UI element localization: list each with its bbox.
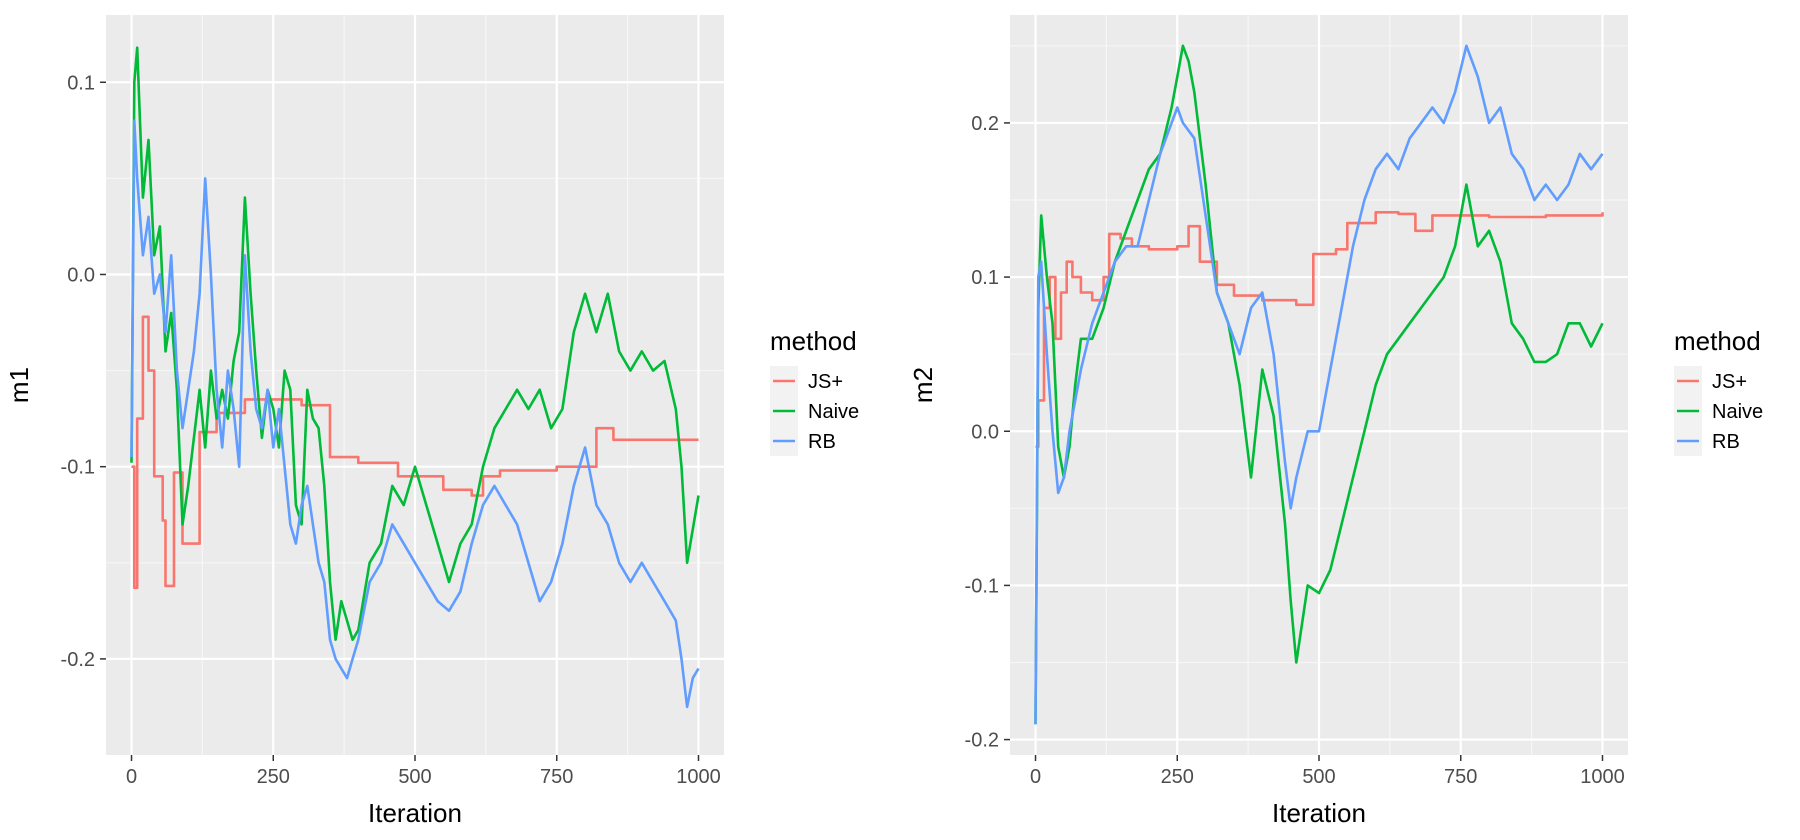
x-tick-label: 0 — [126, 766, 137, 788]
legend-title: method — [1674, 326, 1761, 356]
y-tick-label: 0.1 — [971, 267, 999, 289]
legend-label: JS+ — [1712, 371, 1747, 393]
x-tick-label: 250 — [257, 766, 290, 788]
panel-right: 0 250 500 750 1000 -0.2 -0.1 0.0 0.1 0.2 Iteration… — [908, 15, 1763, 828]
x-axis-title: Iteration — [368, 798, 462, 828]
panel-left: 0 250 500 750 1000 -0.2 -0.1 0.0 0.1 Iteration m1 m… — [4, 15, 859, 828]
y-axis-title: m2 — [908, 367, 938, 403]
series-line-rb — [130, 119, 700, 709]
legend-label: JS+ — [808, 371, 843, 393]
x-tick-label: 250 — [1161, 766, 1194, 788]
series-line-js — [1035, 211, 1604, 448]
series-line-js — [131, 315, 699, 590]
legend-label: Naive — [1712, 401, 1763, 423]
series-line-rb — [1034, 44, 1604, 725]
legend-label: Naive — [808, 401, 859, 423]
x-tick-label: 1000 — [676, 766, 721, 788]
legend: method JS+ Naive RB — [1674, 326, 1763, 456]
legend-label: RB — [808, 431, 836, 453]
y-tick-label: -0.2 — [965, 730, 999, 752]
legend-title: method — [770, 326, 857, 356]
x-axis-title: Iteration — [1272, 798, 1366, 828]
x-tick-label: 500 — [398, 766, 431, 788]
x-tick-label: 1000 — [1580, 766, 1625, 788]
y-tick-label: -0.2 — [61, 649, 95, 671]
y-tick-label: 0.0 — [971, 421, 999, 443]
x-tick-label: 0 — [1030, 766, 1041, 788]
x-tick-label: 750 — [540, 766, 573, 788]
y-tick-label: 0.0 — [67, 264, 95, 286]
y-tick-label: 0.1 — [67, 72, 95, 94]
legend-label: RB — [1712, 431, 1740, 453]
x-tick-label: 500 — [1302, 766, 1335, 788]
legend: method JS+ Naive RB — [770, 326, 859, 456]
series-line-naive — [130, 46, 700, 641]
x-tick-label: 750 — [1444, 766, 1477, 788]
y-tick-label: -0.1 — [965, 575, 999, 597]
y-tick-label: 0.2 — [971, 113, 999, 135]
y-axis-title: m1 — [4, 367, 34, 403]
y-tick-label: -0.1 — [61, 457, 95, 479]
